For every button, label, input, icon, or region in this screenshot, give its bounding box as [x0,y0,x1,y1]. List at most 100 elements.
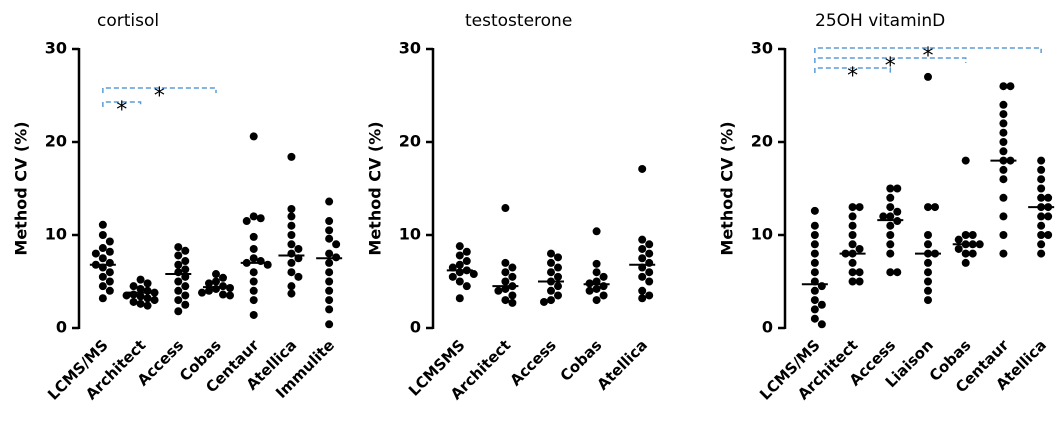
data-point [893,268,902,277]
data-point [547,249,555,258]
data-point [855,203,864,212]
data-point [508,298,517,307]
data-point [181,257,190,266]
data-point [924,72,932,81]
data-point [1037,240,1046,249]
y-tick-label: 20 [399,132,421,151]
data-point [1044,231,1053,239]
data-point [638,294,647,303]
data-point [105,286,114,295]
data-point [999,193,1008,202]
data-point [1037,231,1046,239]
data-point [325,296,334,305]
data-point [1037,165,1046,174]
data-point [886,231,895,239]
data-point [287,282,296,291]
data-point [968,249,977,258]
data-point [143,279,152,288]
data-point [508,291,517,300]
data-point [325,258,334,267]
data-point [494,286,503,295]
data-point [554,282,562,291]
data-point [1037,184,1046,193]
data-point [924,231,932,239]
data-point [810,268,819,277]
data-point [325,320,334,329]
data-point [886,184,895,193]
data-point [205,286,213,295]
data-point [924,277,932,286]
data-point [129,297,138,306]
data-point [136,284,145,293]
data-point [462,257,471,266]
data-point [287,268,296,277]
data-point [848,268,857,277]
data-point [462,282,471,291]
data-point [332,240,341,249]
data-point [287,212,296,221]
data-point [855,244,864,253]
significance-bracket [102,101,142,107]
data-point [105,247,114,256]
data-point [999,212,1008,221]
data-point [848,258,857,267]
data-point [547,268,555,277]
significance-label: * [847,64,858,89]
y-tick-label: 20 [45,132,67,151]
data-point [136,299,145,308]
data-point [886,212,895,221]
data-point [999,110,1008,119]
data-point [448,272,457,281]
data-point [638,235,647,244]
data-point [98,272,107,281]
data-point [249,244,258,253]
data-point [1037,249,1046,258]
data-point [645,277,654,286]
data-point [150,296,159,305]
data-point [810,286,819,295]
data-point [105,237,114,246]
data-point [105,277,114,286]
data-point [961,156,970,165]
significance-label: * [116,98,127,123]
data-point [325,217,334,226]
y-tick-label: 10 [45,225,67,244]
significance-label: * [885,54,896,79]
data-point [1037,193,1046,202]
data-point [174,296,183,305]
data-point [1006,82,1015,91]
data-point [554,272,562,281]
data-point [961,249,970,258]
data-point [924,268,932,277]
panel-title: 25OH vitaminD [815,11,945,31]
data-point [455,277,464,286]
data-point [205,279,213,288]
data-point [136,292,145,301]
data-point [592,259,601,268]
y-axis-label: Method CV (%) [12,121,31,255]
data-point [999,165,1008,174]
data-point [105,268,114,277]
data-point [249,254,258,263]
data-point [325,197,334,206]
data-point [98,244,107,253]
data-point [817,320,826,329]
data-point [879,212,888,221]
data-point [886,221,895,230]
data-point [554,291,562,300]
significance-bracket [102,87,217,93]
data-point [924,203,932,212]
data-point [599,272,608,281]
data-point [501,268,510,277]
data-point [931,203,939,212]
y-axis-label: Method CV (%) [718,121,737,255]
data-point [810,314,819,323]
data-point [638,286,647,295]
data-point [325,286,334,295]
data-point [810,305,819,314]
data-point [212,277,220,286]
data-point [848,240,857,249]
data-point [817,300,826,309]
data-point [256,214,265,223]
data-point [98,282,107,291]
